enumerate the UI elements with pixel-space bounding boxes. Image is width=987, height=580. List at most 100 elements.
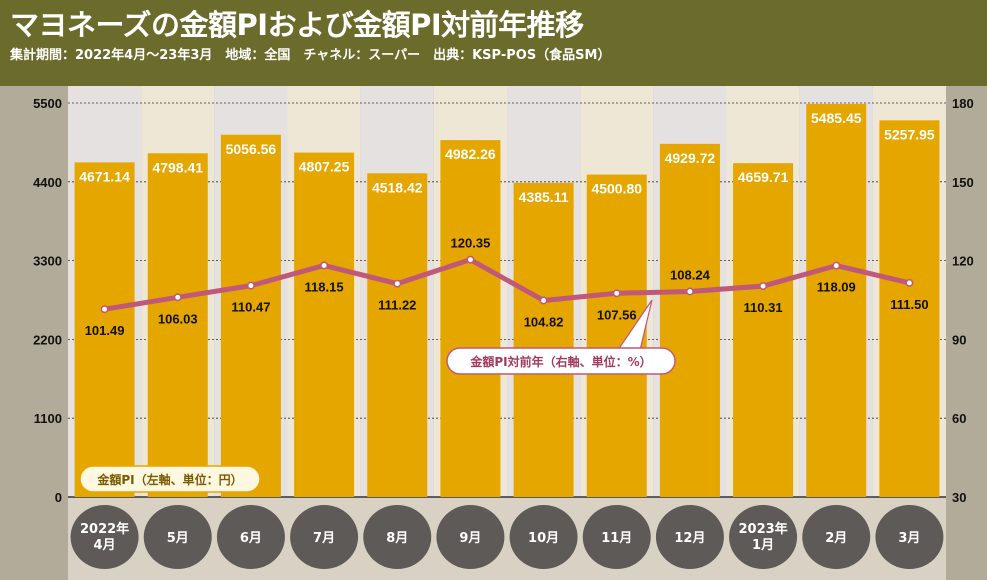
yoy-point-labels: 101.49 106.03 110.47 118.15 111.22 120.35 104.… xyxy=(85,236,929,339)
yoy-point xyxy=(320,261,329,270)
month-label: 10月 xyxy=(528,531,559,546)
bar xyxy=(220,134,281,498)
left-axis: 0 1100 2200 3300 4400 5500 xyxy=(33,96,62,505)
month-label: 9月 xyxy=(459,531,481,546)
bar-value-label: 4982.26 xyxy=(445,146,496,162)
bar xyxy=(879,120,940,497)
yoy-point xyxy=(612,289,621,298)
bars xyxy=(74,104,940,498)
badge-band xyxy=(68,497,946,580)
bar-value-label: 4798.41 xyxy=(152,159,203,175)
month-label: 5月 xyxy=(167,531,189,546)
left-axis-tick-label: 5500 xyxy=(33,96,62,111)
bar-value-label: 5485.45 xyxy=(811,110,862,126)
yoy-point-label: 118.09 xyxy=(817,280,856,295)
bar xyxy=(147,153,208,498)
month-label: 2月 xyxy=(825,531,847,546)
yoy-point-label: 111.50 xyxy=(890,297,928,312)
month-badge xyxy=(582,505,651,569)
month-label: 8月 xyxy=(386,531,408,546)
month-badge xyxy=(655,505,724,569)
yoy-point-label: 106.03 xyxy=(158,311,198,326)
left-axis-tick-label: 4400 xyxy=(33,175,62,190)
bar-value-label: 4518.42 xyxy=(372,179,423,195)
bar-value-label: 4929.72 xyxy=(665,150,716,166)
bar xyxy=(294,152,355,497)
yoy-point-label: 101.49 xyxy=(85,323,125,338)
bar-legend-label: 金額PI（左軸、単位：円） xyxy=(96,472,242,487)
yoy-point-label: 110.47 xyxy=(231,300,270,315)
month-label: 3月 xyxy=(898,531,920,546)
month-badge xyxy=(363,505,432,569)
yoy-point xyxy=(905,278,914,287)
month-badge xyxy=(216,505,285,569)
month-badge xyxy=(729,505,798,569)
yoy-point xyxy=(393,279,402,288)
bar-value-labels: 4671.14 4798.41 5056.56 4807.25 4518.42 4982.… xyxy=(79,110,935,205)
chart-subtitle: 集計期間：2022年4月～23年3月 地域：全国 チャネル：スーパー 出典：KS… xyxy=(10,48,611,63)
line-legend-label: 金額PI対前年（右軸、単位：%） xyxy=(469,354,651,369)
yoy-point xyxy=(539,296,548,305)
yoy-point xyxy=(100,305,109,314)
chart-title: マヨネーズの金額PIおよび金額PI対前年推移 xyxy=(10,8,584,42)
chart-header: マヨネーズの金額PIおよび金額PI対前年推移 集計期間：2022年4月～23年3… xyxy=(0,0,987,86)
gridlines xyxy=(68,102,946,498)
left-axis-tick-label: 1100 xyxy=(34,411,62,426)
bar-value-label: 4807.25 xyxy=(299,159,350,175)
yoy-point-label: 104.82 xyxy=(524,314,564,329)
yoy-point-label: 111.22 xyxy=(378,298,416,313)
right-axis-tick-label: 30 xyxy=(952,490,966,505)
line-legend-box xyxy=(446,347,676,375)
yoy-point xyxy=(759,282,768,291)
bar xyxy=(659,143,720,497)
month-badge xyxy=(290,505,359,569)
bar-value-label: 4659.71 xyxy=(738,169,789,185)
yoy-point-label: 118.15 xyxy=(305,279,344,294)
month-label: 6月 xyxy=(240,531,262,546)
month-label: 7月 xyxy=(313,531,335,546)
yoy-point-label: 108.24 xyxy=(670,267,711,282)
right-axis-tick-label: 60 xyxy=(952,411,966,426)
month-label: 11月 xyxy=(601,531,632,546)
bar-value-label: 4500.80 xyxy=(591,181,642,197)
bar xyxy=(806,104,867,498)
legends: 金額PI（左軸、単位：円） 金額PI対前年（右軸、単位：%） xyxy=(79,299,676,493)
right-axis: 30 60 90 120 150 180 xyxy=(952,96,974,505)
right-axis-tick-label: 120 xyxy=(952,254,974,269)
left-axis-tick-label: 0 xyxy=(55,490,62,505)
bar xyxy=(440,140,501,498)
bar-value-label: 5257.95 xyxy=(884,126,935,142)
yoy-point-label: 120.35 xyxy=(451,236,491,251)
yoy-line-series xyxy=(100,255,914,314)
month-label: 2022年 4月 xyxy=(80,521,129,553)
yoy-point xyxy=(173,293,182,302)
left-axis-tick-label: 3300 xyxy=(33,254,62,269)
month-badge xyxy=(875,505,944,569)
yoy-point-label: 110.31 xyxy=(744,300,783,315)
month-label: 12月 xyxy=(674,531,705,546)
month-badge xyxy=(70,505,139,569)
yoy-point-label: 107.56 xyxy=(597,307,637,322)
bar xyxy=(733,163,794,497)
left-axis-tick-label: 2200 xyxy=(33,332,62,347)
month-badges: 2022年 4月 5月 6月 7月 8月 9月 10月 11月 12月 2023年 1月 2月 3月 xyxy=(70,505,944,569)
right-axis-tick-label: 90 xyxy=(952,332,966,347)
yoy-line xyxy=(104,257,910,312)
month-label: 2023年 1月 xyxy=(738,521,787,553)
right-axis-tick-label: 150 xyxy=(952,175,974,190)
month-badge xyxy=(143,505,212,569)
month-badge xyxy=(802,505,871,569)
bar-value-label: 4671.14 xyxy=(79,168,130,184)
bar-value-label: 5056.56 xyxy=(226,141,277,157)
month-badge xyxy=(436,505,505,569)
yoy-point xyxy=(832,261,841,270)
bar-legend-box xyxy=(79,465,261,493)
bar xyxy=(74,162,135,497)
bar-value-label: 4385.11 xyxy=(519,189,569,205)
month-badge xyxy=(509,505,578,569)
right-axis-tick-label: 180 xyxy=(952,96,974,111)
bar xyxy=(513,182,574,497)
yoy-point xyxy=(685,287,694,296)
yoy-point xyxy=(246,281,255,290)
